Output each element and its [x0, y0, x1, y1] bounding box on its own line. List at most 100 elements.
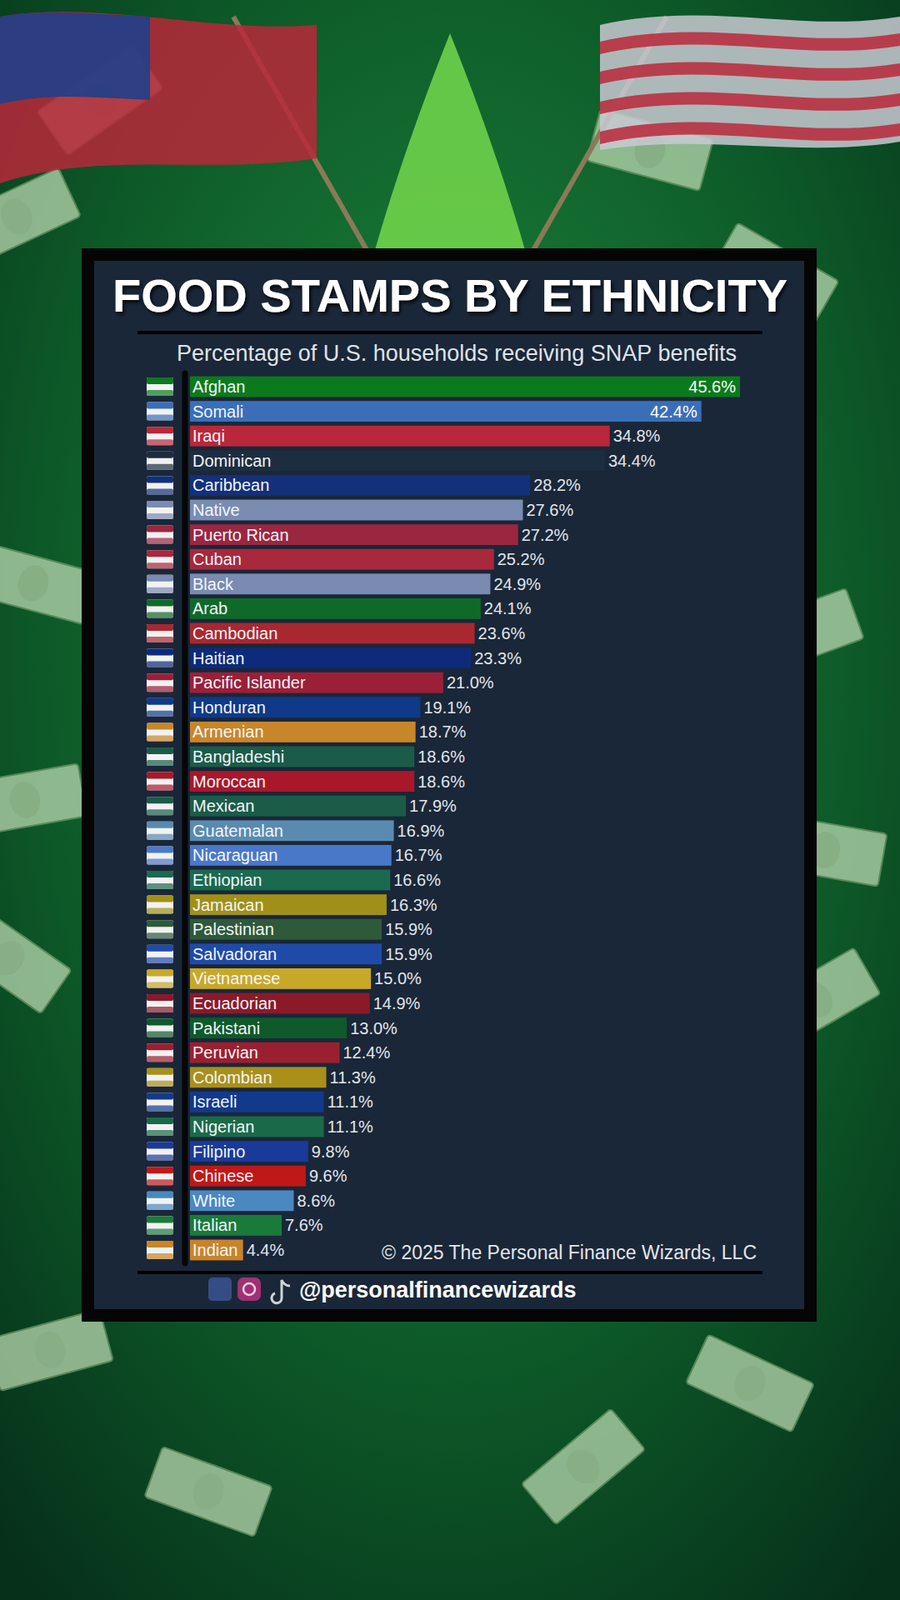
flag-stripe	[146, 945, 174, 952]
flag	[146, 1166, 174, 1185]
flag-stripe	[146, 1215, 174, 1223]
flag-field	[146, 649, 174, 668]
chart-root: FOOD STAMPS BY ETHNICITYPercentage of U.…	[0, 0, 900, 1600]
data-label: 18.6%	[417, 747, 465, 766]
flag	[146, 1043, 174, 1062]
flag-field	[146, 1092, 174, 1111]
flag	[146, 945, 174, 964]
data-label: 24.1%	[484, 599, 532, 618]
data-label: 11.3%	[330, 1068, 376, 1087]
data-label: 16.6%	[393, 870, 441, 890]
category-label: Afghan	[192, 377, 245, 396]
data-label: 27.2%	[521, 525, 570, 545]
bar	[190, 598, 481, 620]
flag	[146, 747, 174, 766]
flag-stripe	[146, 402, 174, 410]
category-label: Palestinian	[192, 920, 275, 939]
flag	[146, 1142, 174, 1161]
category-label: Nigerian	[192, 1117, 255, 1136]
bar	[190, 500, 523, 521]
flag	[146, 673, 174, 692]
category-label: Cuban	[192, 550, 242, 569]
data-label: 25.2%	[497, 550, 545, 569]
flag-field	[146, 1117, 174, 1136]
flag-field	[146, 796, 174, 815]
icon-instagram-lens	[243, 1283, 255, 1295]
flag-stripe	[146, 895, 174, 903]
data-label: 19.1%	[423, 698, 471, 717]
flag-stripe	[146, 845, 174, 853]
data-label: 7.6%	[285, 1215, 324, 1235]
flag-stripe	[146, 611, 174, 618]
category-label: Puerto Rican	[192, 525, 290, 545]
flag-stripe	[146, 908, 174, 915]
flag-field	[146, 599, 174, 618]
category-label: Bangladeshi	[192, 747, 285, 766]
footer-rule	[137, 1270, 763, 1275]
flag-stripe	[146, 809, 174, 815]
category-label: Guatemalan	[192, 821, 284, 840]
category-label: Peruvian	[192, 1043, 259, 1062]
flag	[146, 402, 174, 421]
bar	[190, 524, 519, 545]
flag-stripe	[146, 1204, 174, 1210]
flag	[146, 920, 174, 939]
flag-stripe	[146, 722, 174, 730]
flag-stripe	[146, 969, 174, 976]
category-label: Iraqi	[192, 426, 225, 445]
flag-stripe	[146, 796, 174, 804]
bill	[521, 1408, 645, 1525]
flag-field	[146, 722, 174, 741]
flag-stripe	[146, 1240, 174, 1248]
bar	[190, 770, 415, 792]
category-label: Nicaraguan	[192, 845, 278, 865]
data-label: 16.9%	[397, 821, 445, 840]
flag-deco	[0, 11, 317, 184]
flag-field	[146, 994, 174, 1013]
data-label: 23.6%	[478, 624, 526, 643]
flag-field	[146, 1240, 174, 1260]
flag-field	[146, 426, 174, 445]
category-label: Black	[192, 575, 235, 594]
bars	[190, 376, 740, 1261]
icon-tiktok	[271, 1280, 290, 1304]
bar	[190, 647, 471, 669]
flag	[146, 1240, 174, 1260]
background	[0, 0, 900, 1600]
flag-field	[146, 845, 174, 865]
data-label: 16.7%	[395, 845, 443, 865]
bar	[190, 968, 371, 990]
bill-portrait	[30, 1328, 70, 1372]
flag-field	[146, 969, 174, 988]
flag-stripe	[146, 649, 174, 656]
bar	[190, 400, 702, 422]
flag-stripe	[146, 932, 174, 939]
flag-stripe	[146, 390, 174, 396]
flag-stripe	[146, 587, 174, 594]
flag-stripe	[146, 1019, 174, 1026]
data-label: 18.6%	[417, 772, 465, 791]
flag-stripe	[146, 439, 174, 445]
flag-stripe	[146, 994, 174, 1001]
category-label: Pacific Islander	[192, 673, 306, 692]
data-label: 42.4%	[650, 402, 698, 421]
bill-body	[144, 1446, 272, 1537]
flag-stripe	[146, 1043, 174, 1050]
flag-stripe	[146, 1006, 174, 1013]
flag-stripe	[146, 1092, 174, 1100]
bar	[190, 870, 390, 891]
category-label: Ethiopian	[192, 870, 262, 890]
data-label: 15.9%	[385, 920, 433, 939]
flag-stripe	[146, 858, 174, 865]
icon-instagram	[237, 1277, 261, 1301]
flag-stripe	[146, 464, 174, 470]
bill-body	[685, 1334, 815, 1432]
bar	[190, 1140, 309, 1162]
flag-field	[146, 945, 174, 964]
labels: Afghan45.6%Somali42.4%Iraqi34.8%Dominica…	[192, 377, 736, 1260]
flag	[146, 1215, 174, 1235]
flag-stripe	[146, 661, 174, 668]
category-label: Cambodian	[192, 624, 278, 643]
flag-field	[146, 550, 174, 569]
bar	[190, 376, 740, 398]
